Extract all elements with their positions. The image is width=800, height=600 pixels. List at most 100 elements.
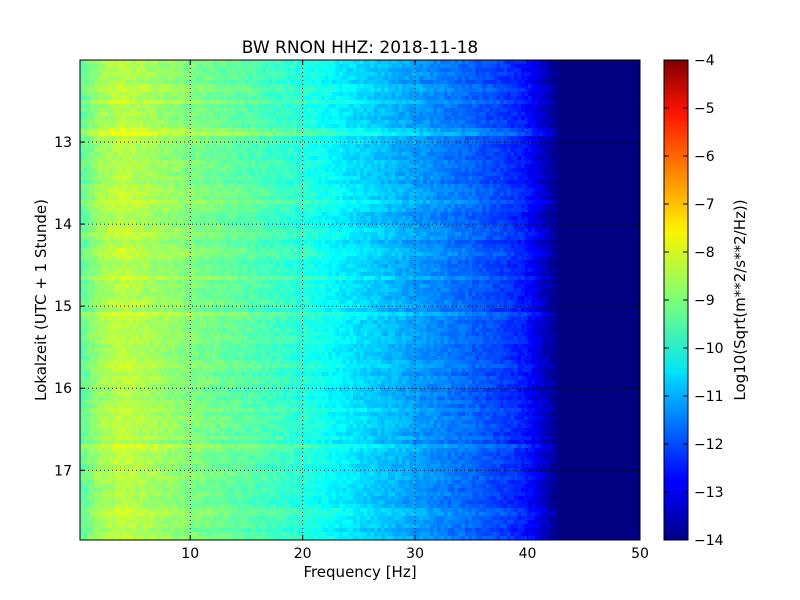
heatmap-cell [150, 164, 155, 169]
heatmap-cell [234, 148, 239, 153]
heatmap-cell [206, 84, 211, 89]
heatmap-cell [503, 84, 508, 89]
heatmap-cell [104, 116, 109, 121]
heatmap-cell [447, 168, 452, 173]
heatmap-cell [633, 80, 638, 85]
heatmap-cell [608, 84, 613, 89]
heatmap-cell [325, 112, 330, 117]
heatmap-cell [528, 68, 533, 73]
heatmap-cell [363, 92, 368, 97]
heatmap-cell [538, 168, 543, 173]
heatmap-cell [185, 76, 190, 81]
heatmap-cell [503, 176, 508, 181]
heatmap-cell [307, 84, 312, 89]
heatmap-cell [577, 84, 582, 89]
heatmap-cell [318, 108, 323, 113]
heatmap-cell [528, 88, 533, 93]
heatmap-cell [465, 104, 470, 109]
heatmap-cell [500, 104, 505, 109]
heatmap-cell [381, 108, 386, 113]
heatmap-cell [146, 64, 151, 69]
heatmap-cell [157, 168, 162, 173]
heatmap-cell [500, 176, 505, 181]
heatmap-cell [451, 136, 456, 141]
heatmap-cell [220, 172, 225, 177]
heatmap-cell [433, 160, 438, 165]
heatmap-cell [601, 108, 606, 113]
heatmap-cell [524, 100, 529, 105]
heatmap-cell [80, 96, 85, 101]
heatmap-cell [80, 136, 85, 141]
heatmap-cell [83, 104, 88, 109]
heatmap-cell [587, 108, 592, 113]
heatmap-cell [332, 168, 337, 173]
heatmap-cell [496, 140, 501, 145]
heatmap-cell [206, 116, 211, 121]
heatmap-cell [545, 76, 550, 81]
heatmap-cell [384, 60, 389, 65]
heatmap-cell [160, 96, 165, 101]
heatmap-cell [598, 164, 603, 169]
heatmap-cell [174, 168, 179, 173]
heatmap-cell [496, 116, 501, 121]
heatmap-cell [591, 96, 596, 101]
heatmap-cell [615, 152, 620, 157]
heatmap-cell [391, 88, 396, 93]
heatmap-cell [111, 180, 116, 185]
heatmap-cell [605, 100, 610, 105]
heatmap-cell [552, 160, 557, 165]
heatmap-cell [209, 168, 214, 173]
heatmap-cell [150, 148, 155, 153]
heatmap-cell [206, 168, 211, 173]
heatmap-cell [262, 104, 267, 109]
heatmap-cell [290, 60, 295, 65]
heatmap-cell [384, 100, 389, 105]
heatmap-cell [188, 64, 193, 69]
heatmap-cell [164, 172, 169, 177]
heatmap-cell [94, 148, 99, 153]
heatmap-cell [265, 168, 270, 173]
heatmap-cell [566, 68, 571, 73]
heatmap-cell [227, 92, 232, 97]
heatmap-cell [580, 108, 585, 113]
heatmap-cell [475, 156, 480, 161]
heatmap-cell [633, 172, 638, 177]
heatmap-cell [402, 132, 407, 137]
heatmap-cell [265, 180, 270, 185]
heatmap-cell [521, 116, 526, 121]
heatmap-cell [451, 160, 456, 165]
heatmap-cell [405, 128, 410, 133]
heatmap-cell [570, 68, 575, 73]
heatmap-cell [202, 68, 207, 73]
heatmap-cell [535, 120, 540, 125]
heatmap-cell [489, 140, 494, 145]
heatmap-cell [591, 120, 596, 125]
heatmap-cell [619, 64, 624, 69]
heatmap-cell [283, 84, 288, 89]
heatmap-cell [556, 168, 561, 173]
heatmap-cell [591, 92, 596, 97]
heatmap-cell [363, 80, 368, 85]
heatmap-cell [521, 156, 526, 161]
heatmap-cell [258, 76, 263, 81]
heatmap-cell [405, 124, 410, 129]
heatmap-cell [321, 84, 326, 89]
heatmap-cell [146, 184, 151, 189]
heatmap-cell [384, 116, 389, 121]
heatmap-cell [489, 64, 494, 69]
heatmap-cell [237, 148, 242, 153]
heatmap-cell [468, 104, 473, 109]
heatmap-cell [122, 72, 127, 77]
heatmap-cell [479, 116, 484, 121]
heatmap-cell [325, 96, 330, 101]
heatmap-cell [83, 128, 88, 133]
heatmap-cell [391, 156, 396, 161]
heatmap-cell [300, 176, 305, 181]
heatmap-cell [374, 124, 379, 129]
heatmap-cell [517, 76, 522, 81]
heatmap-cell [433, 172, 438, 177]
heatmap-cell [412, 88, 417, 93]
heatmap-cell [395, 80, 400, 85]
heatmap-cell [468, 132, 473, 137]
heatmap-cell [181, 60, 186, 65]
